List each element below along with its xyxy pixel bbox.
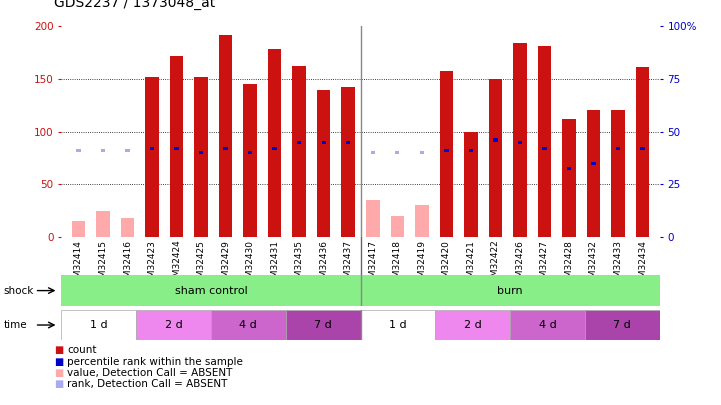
Text: sham control: sham control [174, 286, 247, 296]
Bar [366, 200, 379, 237]
Bar [567, 167, 571, 170]
Bar [591, 162, 596, 165]
Bar [101, 149, 105, 152]
Bar [195, 77, 208, 237]
Bar [199, 151, 203, 154]
Text: ■: ■ [54, 345, 63, 355]
Bar [510, 310, 585, 340]
Bar [587, 109, 601, 237]
Bar [513, 43, 526, 237]
Bar [395, 151, 399, 154]
Bar [464, 132, 477, 237]
Bar [146, 77, 159, 237]
Bar [150, 147, 154, 150]
Bar [224, 147, 228, 150]
Bar [170, 56, 183, 237]
Text: 7 d: 7 d [614, 320, 631, 330]
Bar [219, 35, 232, 237]
Bar [120, 218, 134, 237]
Bar [585, 310, 660, 340]
Bar [244, 84, 257, 237]
Bar [493, 139, 497, 142]
Text: 1 d: 1 d [90, 320, 107, 330]
Bar [538, 46, 551, 237]
Bar [342, 87, 355, 237]
Bar [435, 310, 510, 340]
Bar [611, 109, 625, 237]
Bar [469, 149, 473, 152]
Bar [371, 151, 375, 154]
Bar [268, 49, 281, 237]
Text: GDS2237 / 1373048_at: GDS2237 / 1373048_at [54, 0, 216, 10]
Text: shock: shock [4, 286, 34, 296]
Bar [273, 147, 277, 150]
Bar [640, 147, 645, 150]
Bar [415, 205, 428, 237]
Bar [211, 310, 286, 340]
Bar [96, 211, 110, 237]
Bar [322, 141, 326, 144]
Bar [76, 149, 81, 152]
Bar [174, 147, 179, 150]
Bar [391, 216, 404, 237]
Text: ■: ■ [54, 368, 63, 378]
Text: ■: ■ [54, 357, 63, 367]
Text: burn: burn [497, 286, 523, 296]
Bar [518, 141, 522, 144]
Bar [317, 90, 330, 237]
Bar [542, 147, 547, 150]
Text: 1 d: 1 d [389, 320, 407, 330]
Text: count: count [67, 345, 97, 355]
Bar [293, 66, 306, 237]
Bar [297, 141, 301, 144]
Text: percentile rank within the sample: percentile rank within the sample [67, 357, 243, 367]
Bar [248, 151, 252, 154]
Bar [61, 310, 136, 340]
Bar [420, 151, 424, 154]
Bar [71, 221, 85, 237]
Text: 7 d: 7 d [314, 320, 332, 330]
Text: 2 d: 2 d [164, 320, 182, 330]
Bar [360, 310, 435, 340]
Bar [136, 310, 211, 340]
Bar [286, 310, 360, 340]
Bar [489, 79, 502, 237]
Bar [636, 67, 650, 237]
Text: 4 d: 4 d [539, 320, 557, 330]
Text: time: time [4, 320, 27, 330]
Bar [125, 149, 130, 152]
Bar [346, 141, 350, 144]
Text: value, Detection Call = ABSENT: value, Detection Call = ABSENT [67, 368, 232, 378]
Text: ■: ■ [54, 379, 63, 389]
Bar [444, 149, 448, 152]
Bar [562, 119, 575, 237]
Bar [616, 147, 620, 150]
Text: 2 d: 2 d [464, 320, 482, 330]
Text: rank, Detection Call = ABSENT: rank, Detection Call = ABSENT [67, 379, 227, 389]
Bar [440, 70, 453, 237]
Text: 4 d: 4 d [239, 320, 257, 330]
